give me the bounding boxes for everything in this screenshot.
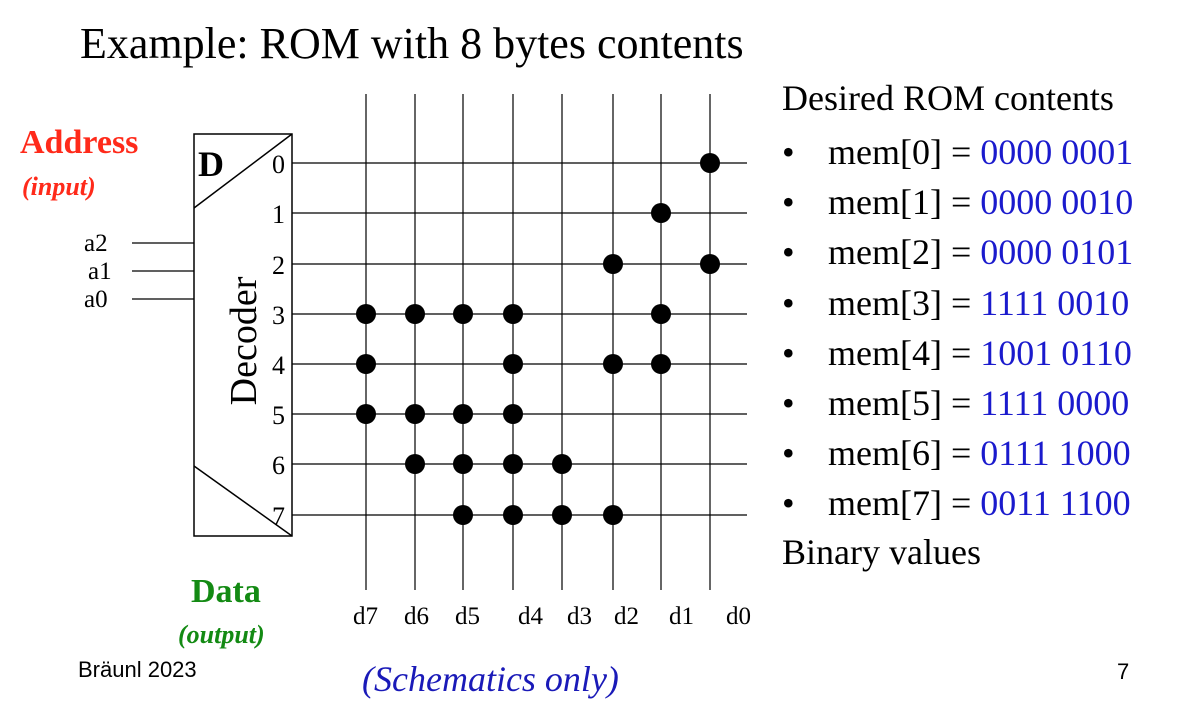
rom-entry-label: mem[3] =	[828, 282, 981, 323]
slide-title: Example: ROM with 8 bytes contents	[80, 19, 744, 68]
rom-bit-dot-row3-d1	[651, 304, 671, 324]
rom-bit-dots	[356, 153, 720, 525]
data-line-label-d6: d6	[404, 603, 429, 630]
rom-entry-value: 0000 0010	[980, 182, 1134, 223]
bullet-icon: •	[782, 332, 795, 373]
decoder-output-2: 2	[272, 251, 285, 280]
rom-entry-label: mem[0] =	[828, 132, 981, 172]
rom-entry-label: mem[5] =	[828, 382, 981, 423]
rom-bit-dot-row5-d5	[453, 404, 473, 424]
rom-bit-dot-row3-d5	[453, 304, 473, 324]
bullet-icon: •	[782, 483, 795, 524]
rom-bit-dot-row3-d4	[503, 304, 523, 324]
rom-entry-label: mem[6] =	[828, 433, 981, 474]
rom-bit-dot-row4-d2	[603, 354, 623, 374]
decoder-output-5: 5	[272, 401, 285, 430]
rom-bit-dot-row3-d7	[356, 304, 376, 324]
footer-author: Bräunl 2023	[78, 657, 197, 682]
rom-entry-value: 0011 1100	[980, 483, 1131, 524]
bullet-icon: •	[782, 182, 795, 223]
rom-contents-panel: Desired ROM contents • mem[0] = 0000 0001…	[782, 77, 1192, 573]
rom-bit-dot-row7-d2	[603, 505, 623, 525]
rom-bit-dot-row6-d3	[552, 454, 572, 474]
rom-entry: • mem[2] = 0000 0101	[782, 227, 1192, 277]
rom-entry-label: mem[2] =	[828, 232, 981, 273]
rom-entry: • mem[0] = 0000 0001	[782, 127, 1192, 177]
rom-bit-dot-row4-d7	[356, 354, 376, 374]
bullet-icon: •	[782, 232, 795, 273]
rom-bit-dot-row3-d6	[405, 304, 425, 324]
rom-bit-dot-row6-d4	[503, 454, 523, 474]
data-line-label-d4: d4	[518, 603, 544, 630]
rom-entry-label: mem[1] =	[828, 182, 981, 223]
rom-bit-dot-row7-d3	[552, 505, 572, 525]
rom-entry: • mem[1] = 0000 0010	[782, 177, 1192, 227]
decoder-output-6: 6	[272, 451, 285, 480]
address-sublabel: (input)	[22, 172, 96, 201]
rom-bit-dot-row2-d2	[603, 254, 623, 274]
bullet-icon: •	[782, 433, 795, 474]
data-line-label-d5: d5	[455, 603, 480, 630]
bullet-icon: •	[782, 282, 795, 323]
rom-entry: • mem[3] = 1111 0010	[782, 278, 1192, 328]
data-line-label-d0: d0	[726, 603, 751, 630]
rom-schematic: D Decoder a2 a1 a0 0 1 2 3 4 5 6 7 d7 d6…	[84, 94, 751, 630]
decoder-label: Decoder	[223, 276, 265, 405]
data-label: Data	[191, 573, 261, 610]
rom-bit-dot-row5-d7	[356, 404, 376, 424]
data-line-label-d1: d1	[669, 603, 694, 630]
data-line-label-d2: d2	[614, 603, 639, 630]
address-input-a1: a1	[88, 258, 112, 285]
rom-bit-dot-row6-d6	[405, 454, 425, 474]
rom-entry-value: 1111 0000	[980, 382, 1130, 423]
decoder-output-4: 4	[272, 351, 285, 380]
rom-entry-label: mem[7] =	[828, 483, 981, 524]
data-line-label-d7: d7	[353, 603, 378, 630]
decoder-output-3: 3	[272, 301, 285, 330]
rom-bit-dot-row7-d5	[453, 505, 473, 525]
rom-bit-dot-row4-d4	[503, 354, 523, 374]
decoder-corner-diagonal-top	[193, 133, 293, 209]
footer-caption: (Schematics only)	[362, 659, 619, 699]
rom-contents-heading: Desired ROM contents	[782, 78, 1114, 118]
decoder-output-0: 0	[272, 150, 285, 179]
rom-entry-value: 1001 0110	[980, 332, 1132, 373]
rom-contents-footer: Binary values	[782, 531, 981, 572]
page-number: 7	[1117, 659, 1130, 684]
rom-entry-value: 0000 0001	[980, 132, 1134, 172]
address-input-a0: a0	[84, 286, 108, 313]
rom-entry: • mem[5] = 1111 0000	[782, 378, 1192, 428]
rom-entry: • mem[4] = 1001 0110	[782, 328, 1192, 378]
rom-entry: • mem[7] = 0011 1100	[782, 478, 1192, 528]
rom-entry-value: 0000 0101	[980, 232, 1134, 273]
rom-bit-dot-row1-d1	[651, 203, 671, 223]
data-sublabel: (output)	[178, 620, 265, 649]
data-line-label-d3: d3	[567, 603, 592, 630]
bullet-icon: •	[782, 382, 795, 423]
decoder-output-1: 1	[272, 200, 285, 229]
rom-bit-dot-row7-d4	[503, 505, 523, 525]
decoder-box	[193, 133, 293, 537]
rom-bit-dot-row5-d6	[405, 404, 425, 424]
address-input-a2: a2	[84, 230, 108, 257]
decoder-corner-label: D	[198, 144, 224, 184]
address-label: Address	[20, 124, 139, 161]
decoder-corner-diagonal-bottom	[193, 465, 293, 537]
rom-bit-dot-row6-d5	[453, 454, 473, 474]
rom-bit-dot-row0-d0	[700, 153, 720, 173]
bullet-icon: •	[782, 132, 795, 172]
rom-bit-dot-row5-d4	[503, 404, 523, 424]
rom-bit-dot-row4-d1	[651, 354, 671, 374]
rom-entry-value: 1111 0010	[980, 282, 1130, 323]
decoder-output-7: 7	[272, 502, 285, 531]
rom-entry-label: mem[4] =	[828, 332, 981, 373]
rom-entry-value: 0111 1000	[980, 433, 1131, 474]
rom-entry: • mem[6] = 0111 1000	[782, 428, 1192, 478]
rom-bit-dot-row2-d0	[700, 254, 720, 274]
